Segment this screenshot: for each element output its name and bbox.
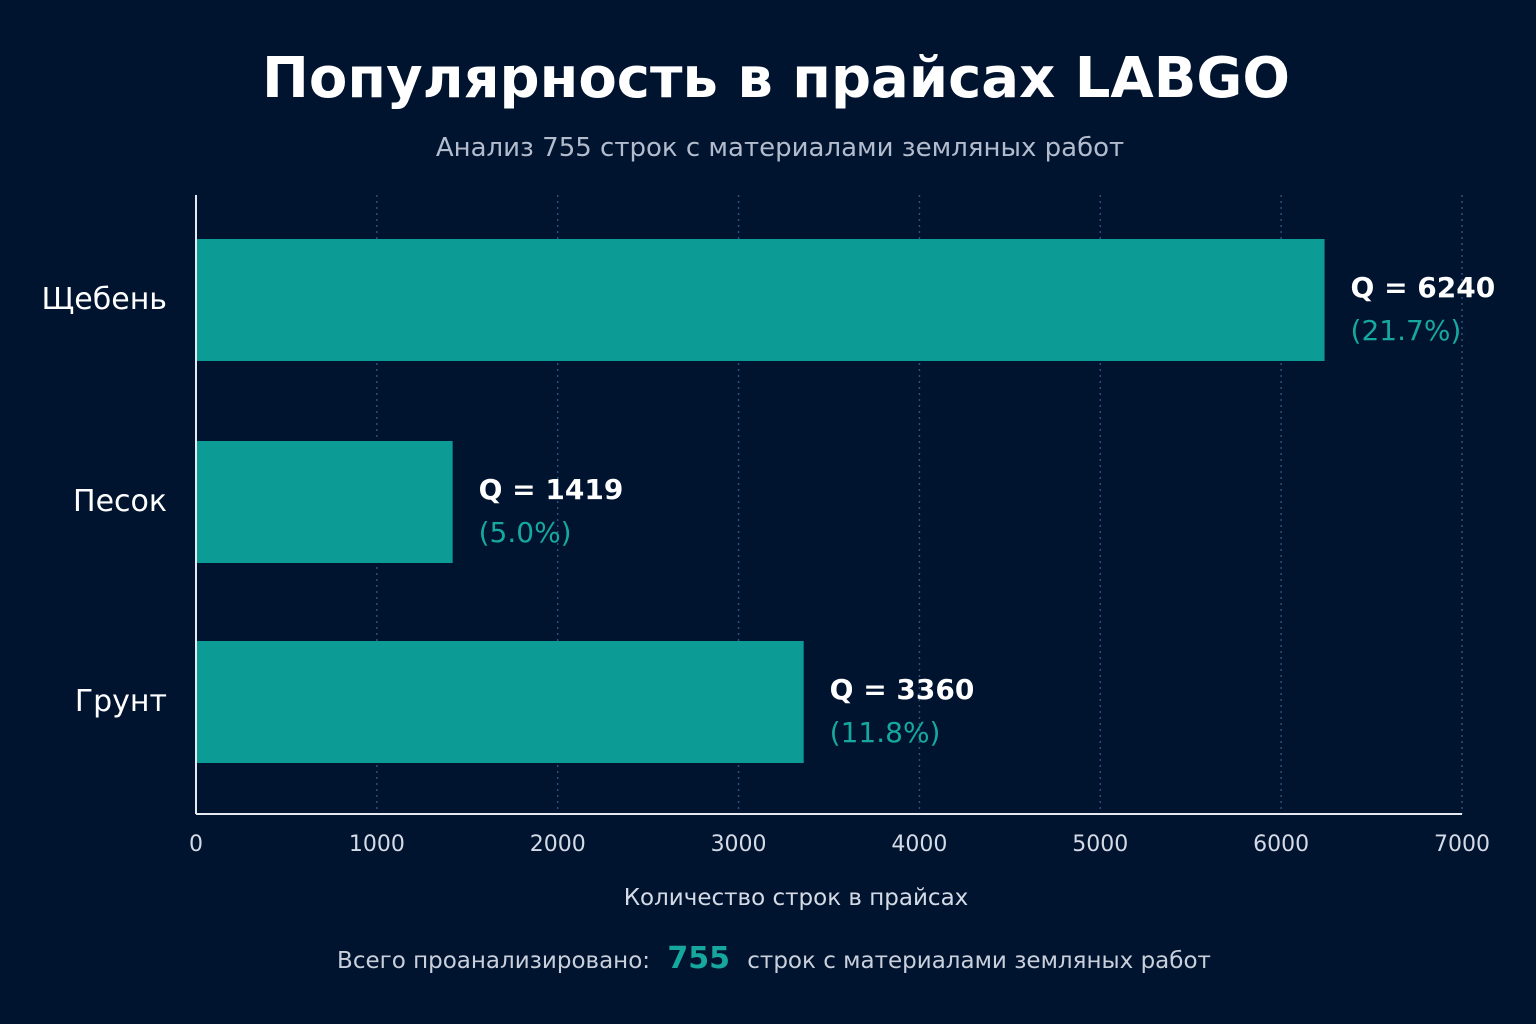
x-tick-label-6000: 6000 [1253,832,1309,857]
category-label-2: Грунт [75,684,167,719]
x-tick-label-7000: 7000 [1434,832,1490,857]
x-tick-label-2000: 2000 [530,832,586,857]
x-tick-label-4000: 4000 [891,832,947,857]
bar-1 [196,441,453,563]
footer-summary: Всего проанализировано: 755 строк с мате… [337,941,1211,976]
x-tick-label-0: 0 [189,832,203,857]
x-tick-label-1000: 1000 [349,832,405,857]
footer-suffix: строк с материалами земляных работ [747,948,1211,974]
value-label-0: Q = 6240 [1351,271,1496,304]
chart-subtitle: Анализ 755 строк с материалами земляных … [436,133,1124,163]
data-labels: Q = 6240 (21.7%) Q = 1419 (5.0%) Q = 3360 (11… [479,271,1496,749]
bar-2 [196,641,804,763]
x-tick-label-3000: 3000 [711,832,767,857]
x-axis-label: Количество строк в прайсах [624,885,969,911]
percent-label-1: (5.0%) [479,516,572,549]
category-labels: Щебень Песок Грунт [41,282,167,719]
value-label-1: Q = 1419 [479,473,624,506]
x-tick-labels: 0 1000 2000 3000 4000 5000 6000 7000 [189,832,1490,857]
category-label-1: Песок [73,484,167,519]
x-tick-label-5000: 5000 [1072,832,1128,857]
bars [196,239,1325,763]
category-label-0: Щебень [41,282,167,317]
percent-label-2: (11.8%) [830,716,941,749]
value-label-2: Q = 3360 [830,673,975,706]
chart-title: Популярность в прайсах LABGO [262,46,1290,111]
footer-count: 755 [667,941,730,976]
percent-label-0: (21.7%) [1351,314,1462,347]
bar-0 [196,239,1325,361]
footer-prefix: Всего проанализировано: [337,948,650,974]
